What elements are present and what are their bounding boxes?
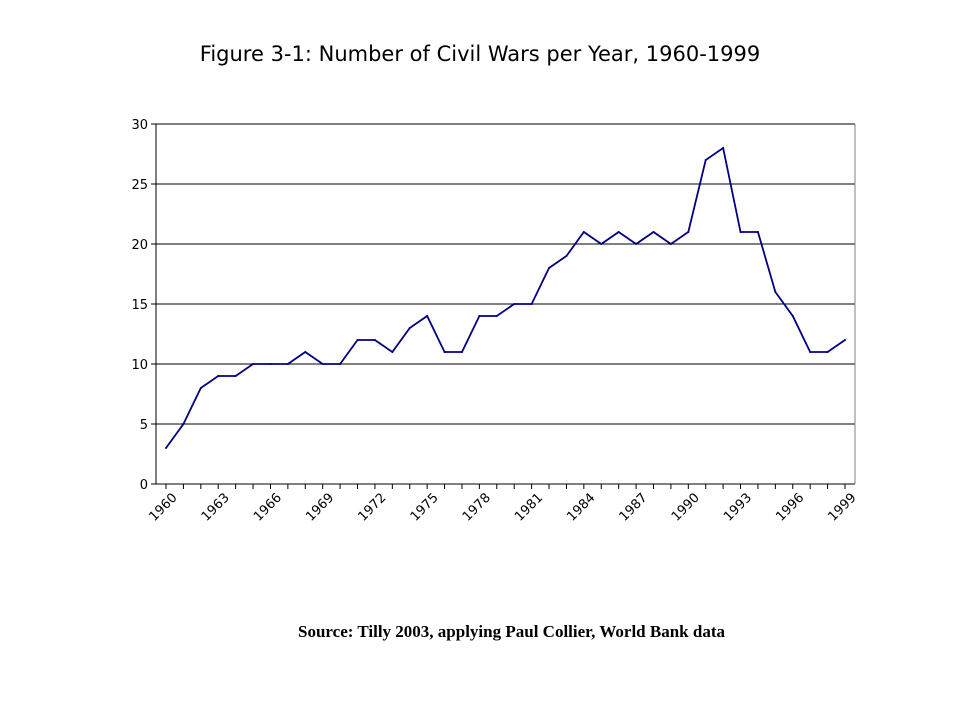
data-point xyxy=(478,315,481,317)
y-tick-label: 20 xyxy=(131,238,148,253)
x-tick-label: 1984 xyxy=(564,491,598,525)
gridlines xyxy=(156,123,855,425)
x-tick-label: 1993 xyxy=(721,491,755,525)
data-point xyxy=(826,351,829,353)
axes xyxy=(151,123,856,489)
data-point xyxy=(252,363,255,365)
data-point xyxy=(217,375,220,377)
x-tick-label: 1960 xyxy=(147,491,181,525)
data-point xyxy=(234,375,237,377)
x-tick-label: 1987 xyxy=(617,491,651,525)
data-point xyxy=(791,315,794,317)
data-point xyxy=(408,327,411,329)
data-point xyxy=(513,303,516,305)
data-point xyxy=(739,231,742,233)
data-point xyxy=(774,291,777,293)
x-tick-label: 1990 xyxy=(669,491,703,525)
x-tick-label: 1975 xyxy=(408,491,442,525)
series-line xyxy=(165,146,846,449)
data-point xyxy=(548,267,551,269)
data-point xyxy=(304,351,307,353)
data-point xyxy=(199,387,202,389)
data-point xyxy=(617,231,620,233)
data-point xyxy=(339,363,342,365)
y-tick-label: 5 xyxy=(140,418,148,433)
x-tick-label: 1969 xyxy=(303,491,337,525)
y-tick-label: 25 xyxy=(131,178,148,193)
data-point xyxy=(495,315,498,317)
x-tick-label: 1972 xyxy=(355,491,389,525)
x-tick-label: 1999 xyxy=(826,491,860,525)
data-point xyxy=(844,339,846,341)
series-layer xyxy=(165,146,846,449)
data-point xyxy=(530,303,533,305)
data-point xyxy=(704,159,707,161)
y-tick-labels: 0 5 10 15 20 25 30 xyxy=(131,118,148,493)
x-tick-label: 1981 xyxy=(512,491,546,525)
data-point xyxy=(722,147,725,149)
data-point xyxy=(356,339,359,341)
y-tick-label: 10 xyxy=(131,358,148,373)
data-point xyxy=(373,339,376,341)
data-point xyxy=(652,231,655,233)
data-point xyxy=(269,363,272,365)
data-point xyxy=(426,315,429,317)
y-tick-label: 15 xyxy=(131,298,148,313)
data-point xyxy=(687,231,690,233)
x-tick-label: 1966 xyxy=(251,491,285,525)
x-tick-labels: 1960 1963 1966 1969 1972 1975 1978 1981 1984 1987… xyxy=(147,491,860,525)
data-point xyxy=(635,243,638,245)
data-point xyxy=(321,363,324,365)
x-tick-label: 1978 xyxy=(460,491,494,525)
chart-title: Figure 3-1: Number of Civil Wars per Yea… xyxy=(199,42,761,66)
x-tick-label: 1996 xyxy=(773,491,807,525)
x-tick-label: 1963 xyxy=(199,491,233,525)
data-point xyxy=(582,231,585,233)
data-point xyxy=(600,243,603,245)
data-point xyxy=(443,351,446,353)
data-point xyxy=(165,447,167,449)
data-point xyxy=(182,423,185,425)
data-point xyxy=(809,351,812,353)
data-point xyxy=(669,243,672,245)
source-note: Source: Tilly 2003, applying Paul Collie… xyxy=(298,622,725,641)
data-point xyxy=(286,363,289,365)
data-point xyxy=(460,351,463,353)
data-point xyxy=(756,231,759,233)
data-point xyxy=(565,255,568,257)
y-tick-label: 0 xyxy=(140,478,148,493)
data-point xyxy=(391,351,394,353)
y-tick-label: 30 xyxy=(131,118,148,133)
